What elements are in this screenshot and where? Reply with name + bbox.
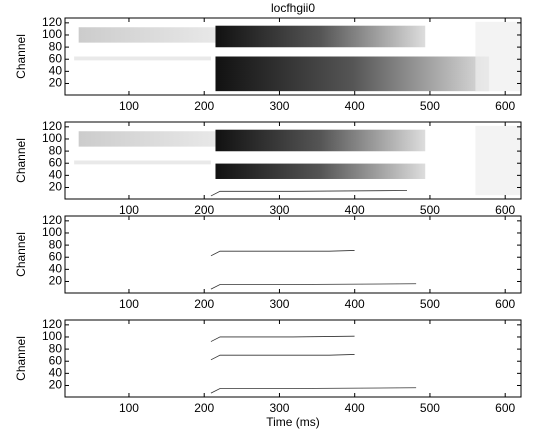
y-tick-label: 20 [49,76,63,90]
axes-box [64,215,522,294]
x-tick-label: 400 [345,203,365,217]
x-tick-label: 100 [119,401,139,415]
image-trace [210,335,355,342]
y-tick-label: 120 [42,317,62,331]
y-tick-label: 120 [42,15,62,29]
image-region [78,27,216,43]
x-tick-label: 100 [119,203,139,217]
x-tick-label: 400 [345,297,365,311]
y-tick-label: 100 [42,131,62,145]
x-tick-label: 300 [269,401,289,415]
image-region [215,129,426,152]
y-tick-label: 60 [49,353,63,367]
axes-box [64,121,522,200]
y-tick-label: 100 [42,27,62,41]
x-tick-label: 200 [194,203,214,217]
axes-box [64,17,522,96]
x-tick-label: 200 [194,401,214,415]
x-tick-label: 200 [194,99,214,113]
y-tick-label: 40 [49,64,63,78]
x-tick-label: 500 [420,401,440,415]
image-trace [210,250,355,257]
y-tick-label: 40 [49,366,63,380]
x-tick-label: 500 [420,99,440,113]
y-tick-label: 80 [49,237,63,251]
y-tick-label: 80 [49,39,63,53]
chart-title: locfhgii0 [271,1,315,15]
y-tick-label: 100 [42,329,62,343]
y-axis-label: Channel [14,232,28,277]
x-tick-label: 500 [420,297,440,311]
y-tick-label: 100 [42,225,62,239]
x-tick-label: 600 [495,203,515,217]
image-region [475,21,521,92]
image-region [74,56,211,61]
x-tick-label: 100 [119,99,139,113]
y-tick-label: 60 [49,249,63,263]
y-axis-label: Channel [14,138,28,183]
image-trace [210,283,417,290]
image-region [74,160,211,165]
image-trace [210,354,355,361]
y-tick-label: 80 [49,143,63,157]
image-trace [210,387,417,394]
x-tick-label: 300 [269,203,289,217]
y-axis-label: Channel [14,336,28,381]
y-tick-label: 80 [49,341,63,355]
image-region [78,131,216,147]
y-tick-label: 20 [49,180,63,194]
image-region [215,163,426,179]
image-region [215,56,490,92]
image-region [475,125,521,196]
y-tick-label: 120 [42,213,62,227]
x-tick-label: 600 [495,401,515,415]
axes-box [64,319,522,398]
y-tick-label: 40 [49,262,63,276]
y-tick-label: 60 [49,51,63,65]
x-tick-label: 400 [345,99,365,113]
y-tick-label: 40 [49,168,63,182]
x-tick-label: 500 [420,203,440,217]
x-tick-label: 100 [119,297,139,311]
x-tick-label: 200 [194,297,214,311]
x-tick-label: 600 [495,297,515,311]
y-tick-label: 20 [49,378,63,392]
x-axis-label: Time (ms) [266,415,320,429]
image-trace [210,190,408,197]
x-tick-label: 600 [495,99,515,113]
image-region [215,25,426,48]
x-tick-label: 300 [269,99,289,113]
y-axis-label: Channel [14,34,28,79]
x-tick-label: 400 [345,401,365,415]
y-tick-label: 60 [49,155,63,169]
y-tick-label: 120 [42,119,62,133]
x-tick-label: 300 [269,297,289,311]
y-tick-label: 20 [49,274,63,288]
